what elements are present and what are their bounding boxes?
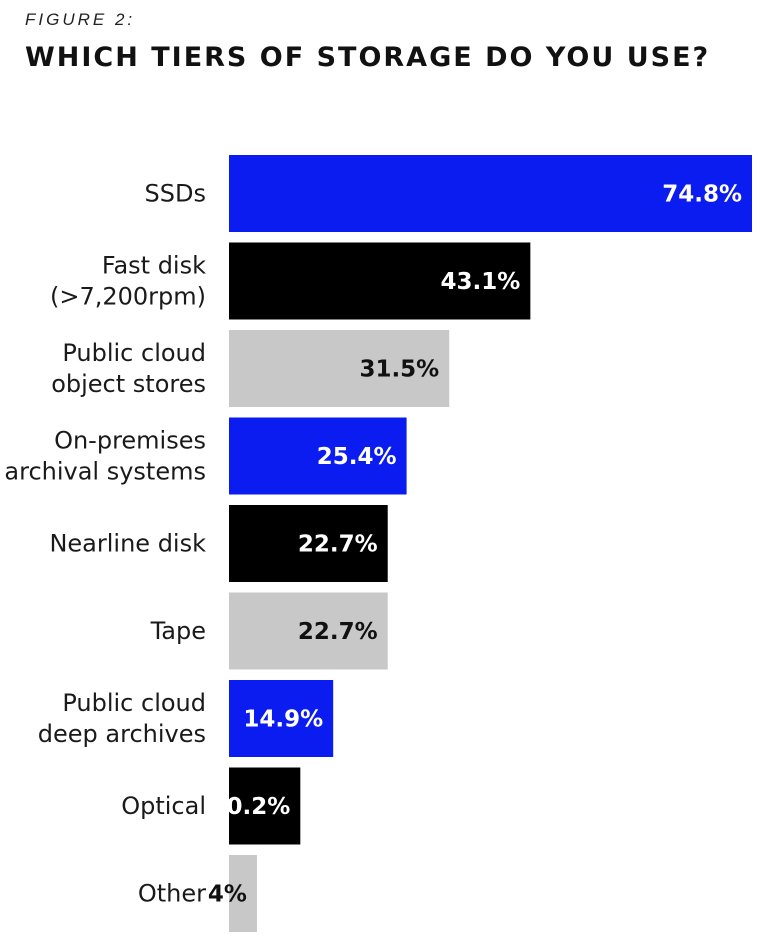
value-label-6: 14.9% [243,707,323,733]
figure-label: FIGURE 2: [25,10,136,29]
category-label-1: Fast disk (>7,200rpm) [50,252,206,311]
bar-3 [229,417,407,495]
value-label-0: 74.8% [662,182,742,208]
value-label-3: 25.4% [317,444,397,470]
category-label-2: Public cloud object stores [51,339,206,398]
category-label-6: Public cloud deep archives [38,689,206,748]
value-label-4: 22.7% [298,532,378,558]
category-label-4: Nearline disk [49,530,206,558]
value-label-7: 10.2% [211,794,291,820]
value-label-1: 43.1% [441,269,521,295]
value-label-2: 31.5% [359,357,439,383]
bar-1 [229,242,531,320]
category-label-3: On-premises archival systems [4,427,206,486]
bar-2 [229,330,450,407]
category-label-7: Optical [121,792,206,820]
chart-title: WHICH TIERS OF STORAGE DO YOU USE? [25,42,711,73]
bar-8 [229,855,257,932]
bar-6 [229,680,334,757]
value-label-8: 4% [208,882,247,908]
bar-4 [229,505,388,582]
category-label-5: Tape [150,617,206,645]
category-label-0: SSDs [145,180,206,208]
category-label-8: Other [138,880,206,908]
bar-5 [229,592,388,670]
bar-7 [229,767,301,845]
bar-0 [229,155,752,232]
value-label-5: 22.7% [298,619,378,645]
